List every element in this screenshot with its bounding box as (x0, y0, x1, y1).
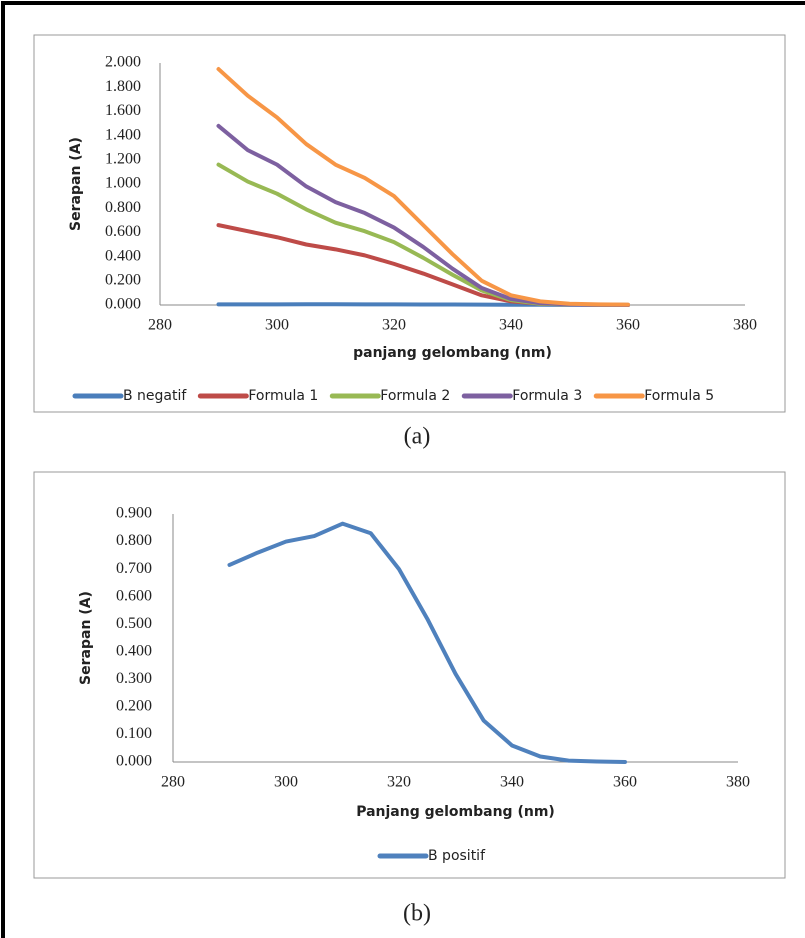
x-tick-label: 360 (613, 774, 637, 791)
y-tick-label: 0.700 (116, 560, 152, 577)
y-tick-label: 0.000 (116, 753, 152, 770)
y-tick-label: 0.800 (105, 199, 141, 216)
x-tick-label: 360 (616, 317, 640, 334)
y-tick-label: 1.000 (105, 175, 141, 192)
caption: (b) (403, 901, 431, 927)
y-tick-label: 0.100 (116, 725, 152, 742)
x-tick-label: 300 (274, 774, 298, 791)
x-tick-label: 340 (499, 317, 523, 334)
y-tick-label: 1.600 (105, 102, 141, 119)
legend-label: B positif (428, 848, 486, 864)
y-tick-label: 1.400 (105, 126, 141, 143)
y-tick-label: 0.000 (105, 296, 141, 313)
caption: (a) (404, 424, 431, 450)
y-tick-label: 0.300 (116, 670, 152, 687)
y-tick-label: 2.000 (105, 54, 141, 71)
legend-label: Formula 5 (644, 388, 714, 404)
x-tick-label: 380 (733, 317, 757, 334)
x-axis-title: Panjang gelombang (nm) (356, 804, 555, 820)
y-tick-label: 0.200 (105, 271, 141, 288)
y-tick-label: 0.600 (116, 587, 152, 604)
x-tick-label: 380 (726, 774, 750, 791)
y-tick-label: 0.400 (105, 247, 141, 264)
y-axis-title: Serapan (A) (68, 137, 84, 231)
y-axis-title: Serapan (A) (78, 591, 94, 685)
y-tick-label: 0.200 (116, 698, 152, 715)
y-tick-label: 1.200 (105, 150, 141, 167)
x-tick-label: 320 (387, 774, 411, 791)
legend-label: Formula 3 (512, 388, 582, 404)
x-tick-label: 320 (382, 317, 406, 334)
legend-label: B negatif (123, 388, 187, 404)
x-tick-label: 280 (161, 774, 185, 791)
legend-label: Formula 2 (380, 388, 450, 404)
y-tick-label: 0.400 (116, 642, 152, 659)
y-tick-label: 0.800 (116, 532, 152, 549)
x-tick-label: 340 (500, 774, 524, 791)
x-axis-title: panjang gelombang (nm) (353, 345, 552, 361)
x-tick-label: 300 (265, 317, 289, 334)
y-tick-label: 0.900 (116, 505, 152, 522)
y-tick-label: 1.800 (105, 78, 141, 95)
page: (a) (b) 0.000 0.200 0.400 0.600 0.800 1.000 1.… (0, 0, 805, 938)
y-tick-label: 0.500 (116, 615, 152, 632)
legend-label: Formula 1 (248, 388, 318, 404)
y-tick-label: 0.600 (105, 223, 141, 240)
x-tick-label: 280 (148, 317, 172, 334)
